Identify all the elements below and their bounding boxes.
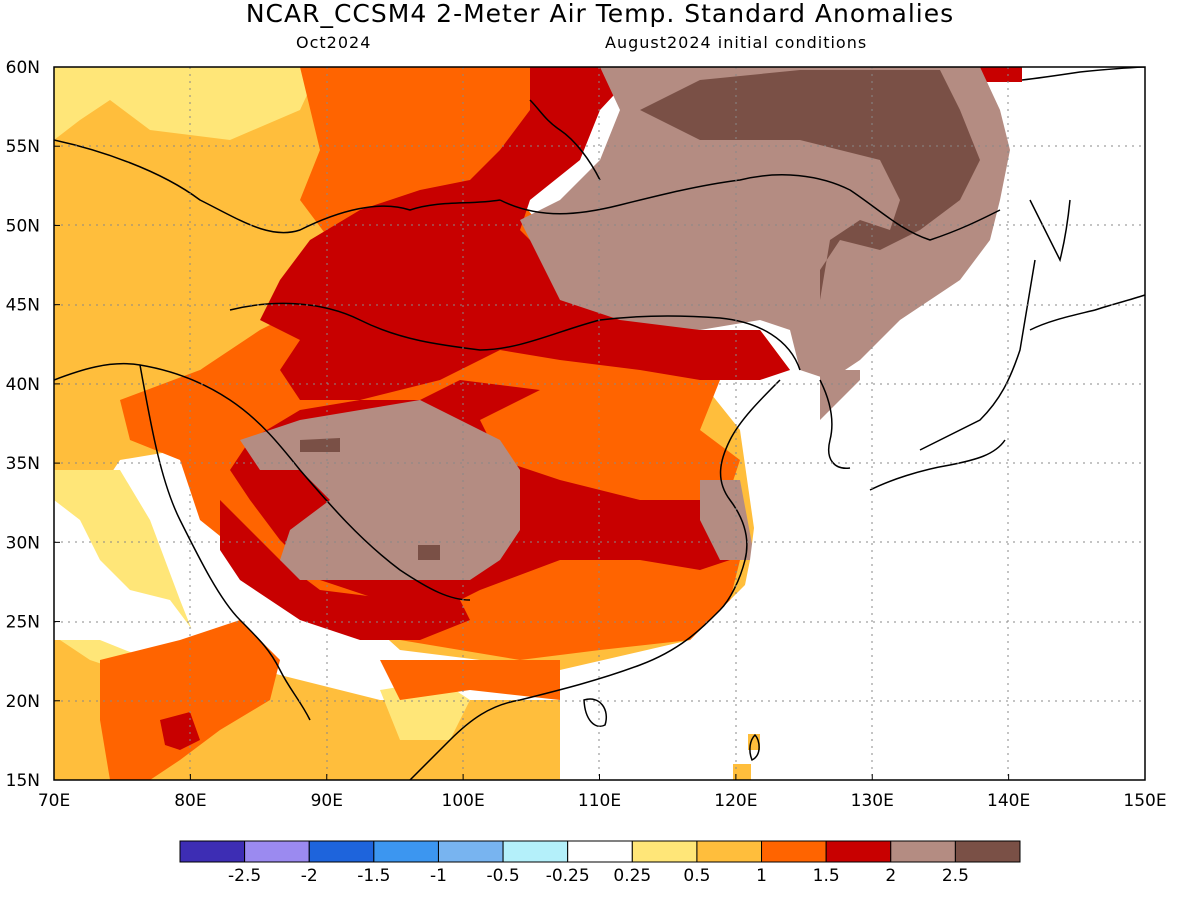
colorbar-label: -2 [301,866,318,886]
lon-tick-label: 80E [174,791,206,811]
lon-tick-label: 90E [311,791,343,811]
lon-tick-label: 70E [38,791,70,811]
lat-tick-label: 60N [6,58,40,78]
colorbar-swatch [696,840,763,863]
lat-tick-label: 15N [6,771,40,791]
colorbar-label: 0.5 [683,866,710,886]
map-title: NCAR_CCSM4 2-Meter Air Temp. Standard An… [245,0,955,28]
colorbar-label: -0.25 [546,866,590,886]
colorbar-swatch [502,840,569,863]
longitude-axis: 70E 80E 90E 100E 110E 120E 130E 140E 150E [38,774,1167,811]
anomaly-region-red-ne [980,67,1022,82]
lon-tick-label: 110E [578,791,621,811]
anomaly-region-brown-tibet-spot [300,438,340,452]
ocean-mask [740,67,1145,780]
colorbar-label: 2.5 [942,866,969,886]
colorbar-label: -2.5 [228,866,261,886]
lon-tick-label: 130E [851,791,894,811]
anomaly-region-white-india [54,500,200,660]
anomaly-region-brown-tibet-spot2 [418,545,440,560]
lat-tick-label: 20N [6,692,40,712]
colorbar-swatch [244,840,310,863]
lat-tick-label: 25N [6,613,40,633]
colorbar-swatch [308,840,375,863]
lat-tick-label: 30N [6,533,40,553]
lat-tick-label: 50N [6,216,40,236]
anomaly-region-orange-india [100,620,280,780]
colorbar: -2.5 -2 -1.5 -1 -0.5 -0.25 0.25 0.5 1 1.5 2 2.5 [179,840,1021,886]
colorbar-label: -0.5 [486,866,519,886]
colorbar-label: 0.25 [613,866,651,886]
lon-tick-label: 150E [1123,791,1166,811]
latitude-axis: 60N 55N 50N 45N 40N 35N 30N 25N 20N 15N [6,58,60,791]
anomaly-field [54,67,1145,780]
anomaly-region-red-tibet [220,500,470,640]
colorbar-swatch [179,840,246,863]
anomaly-region-brown-north [640,70,980,300]
coastlines [54,67,1145,780]
lat-tick-label: 35N [6,454,40,474]
lon-tick-label: 100E [442,791,485,811]
colorbar-swatch [825,840,892,863]
anomaly-region-orange-ic [380,660,560,700]
colorbar-label: 1 [756,866,767,886]
colorbar-label: 1.5 [813,866,840,886]
anomaly-cell-luzon [733,764,751,780]
lon-tick-label: 120E [714,791,757,811]
lat-tick-label: 55N [6,137,40,157]
colorbar-swatch [761,840,827,863]
valid-month-label: Oct2024 [296,33,372,52]
colorbar-swatch [631,840,698,863]
anomaly-region-taupe-china-east [700,480,755,560]
colorbar-label: -1 [430,866,447,886]
colorbar-label: 2 [885,866,896,886]
colorbar-swatch [954,840,1021,863]
colorbar-swatch [373,840,439,863]
colorbar-swatch [567,840,633,863]
colorbar-swatch [890,840,956,863]
anomaly-region-yellow [54,67,320,140]
lat-tick-label: 45N [6,296,40,316]
colorbar-label: -1.5 [357,866,390,886]
initial-conditions-label: August2024 initial conditions [605,33,868,52]
lon-tick-label: 140E [987,791,1030,811]
colorbar-swatch [437,840,504,863]
lat-tick-label: 40N [6,375,40,395]
